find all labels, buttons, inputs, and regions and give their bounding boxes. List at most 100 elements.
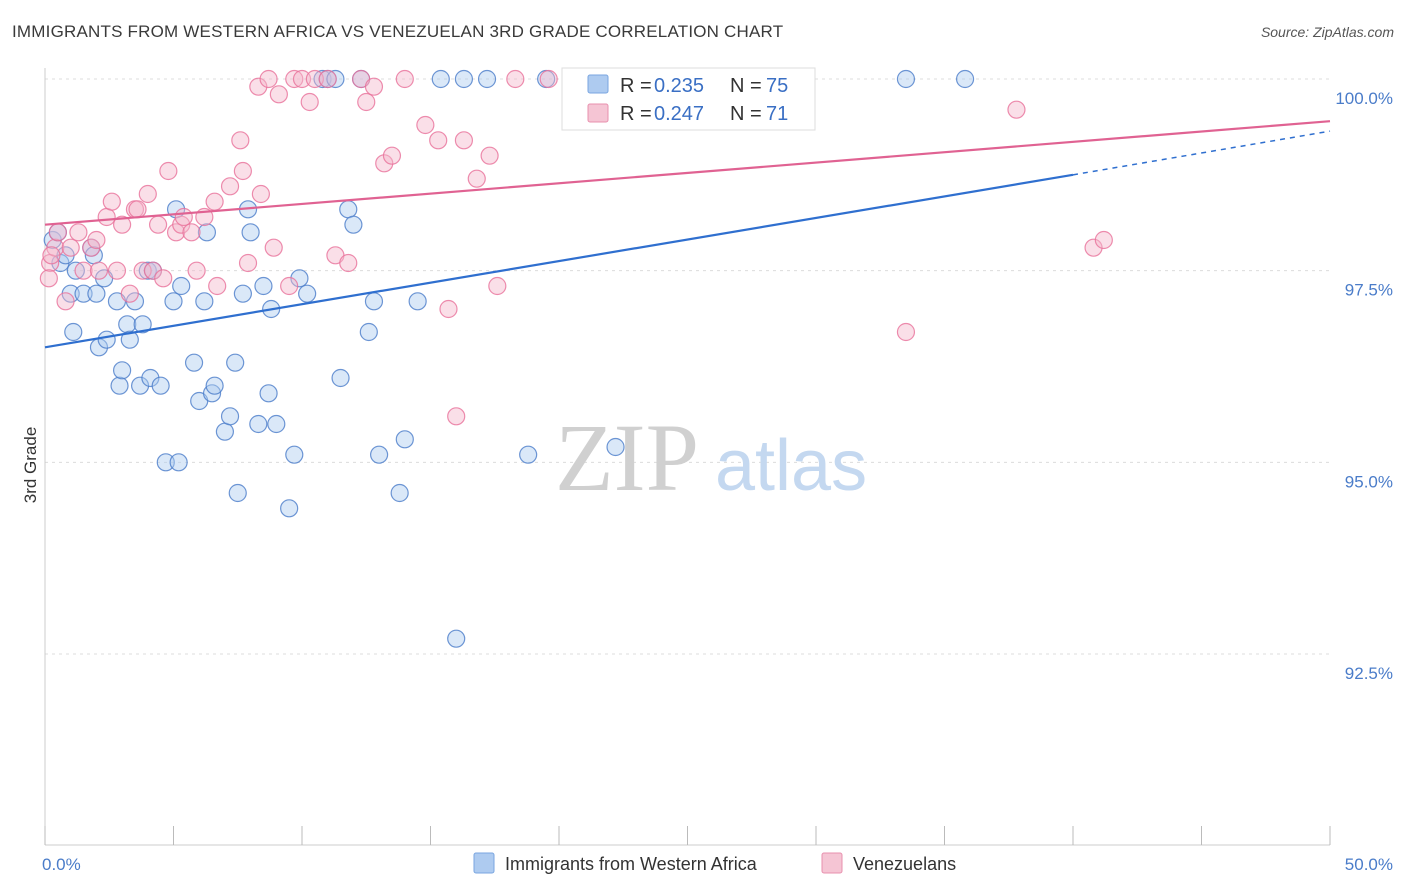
data-point-pink: [133, 261, 152, 280]
data-point-pink: [143, 261, 163, 280]
data-point-pink: [251, 184, 270, 204]
data-point-blue: [118, 315, 137, 334]
data-point-blue: [447, 629, 466, 648]
legend-n-label-pink: N =: [730, 103, 762, 125]
data-point-blue: [97, 330, 116, 349]
legend-r-value-pink: 0.247: [654, 103, 704, 125]
data-point-blue: [112, 361, 132, 380]
data-point-blue: [331, 368, 350, 388]
data-point-pink: [480, 146, 499, 165]
data-point-pink: [447, 407, 466, 426]
data-point-blue: [896, 69, 916, 89]
data-point-pink: [539, 69, 558, 89]
data-point-blue: [74, 284, 93, 303]
legend-r-value-blue: 0.235: [654, 75, 704, 97]
data-point-pink: [56, 292, 75, 311]
data-point-blue: [133, 315, 152, 334]
data-point-pink: [364, 77, 384, 96]
data-point-blue: [195, 292, 214, 311]
data-point-blue: [326, 69, 345, 89]
data-point-pink: [220, 177, 240, 196]
data-point-pink: [48, 223, 67, 242]
data-point-pink: [159, 161, 178, 181]
data-point-blue: [156, 453, 175, 472]
data-point-pink: [318, 69, 337, 89]
chart-title: IMMIGRANTS FROM WESTERN AFRICA VS VENEZU…: [12, 22, 784, 41]
legend-n-value-blue: 75: [766, 75, 788, 97]
data-point-blue: [226, 353, 245, 372]
data-point-pink: [39, 269, 58, 288]
x-tick-label-left: 0.0%: [42, 855, 81, 874]
data-point-pink: [205, 192, 224, 211]
data-point-pink: [187, 261, 206, 280]
data-point-blue: [259, 384, 278, 403]
data-point-pink: [74, 261, 93, 280]
data-point-blue: [184, 353, 204, 372]
data-point-blue: [955, 69, 975, 89]
data-point-blue: [431, 69, 450, 89]
data-point-blue: [66, 261, 85, 280]
trend-line-extension-blue: [1072, 130, 1331, 176]
data-point-pink: [148, 215, 168, 234]
data-point-pink: [112, 215, 132, 234]
data-point-pink: [375, 154, 394, 173]
y-tick-label: 97.5%: [1345, 281, 1393, 300]
data-point-blue: [220, 407, 240, 426]
data-point-pink: [238, 253, 258, 273]
data-point-pink: [285, 69, 304, 89]
data-point-pink: [89, 261, 109, 280]
series-name-pink: Venezuelans: [853, 854, 956, 874]
axes: [44, 68, 1331, 846]
data-point-pink: [395, 69, 414, 89]
legend-swatch-pink: [587, 103, 609, 123]
data-point-pink: [300, 92, 319, 112]
chart-source: Source: ZipAtlas.com: [1260, 24, 1394, 40]
data-point-pink: [357, 92, 376, 112]
series-legend: Immigrants from Western Africa Venezuela…: [473, 852, 956, 874]
trend-line-blue: [44, 173, 1074, 349]
data-point-pink: [382, 146, 402, 165]
data-point-pink: [42, 246, 61, 265]
data-point-blue: [138, 261, 157, 280]
data-point-pink: [182, 223, 201, 242]
data-point-pink: [467, 169, 486, 188]
data-point-pink: [231, 131, 250, 150]
watermark-zip: ZIP: [555, 404, 699, 511]
data-point-pink: [269, 85, 288, 104]
data-point-pink: [61, 238, 80, 257]
data-point-blue: [120, 330, 139, 349]
data-point-blue: [110, 376, 129, 395]
data-point-pink: [506, 69, 525, 89]
data-point-pink: [1007, 100, 1026, 119]
data-point-pink: [138, 184, 157, 204]
x-tick-label-right: 50.0%: [1345, 855, 1393, 874]
data-point-pink: [107, 261, 127, 280]
data-point-pink: [249, 77, 268, 96]
data-point-blue: [477, 69, 497, 89]
data-point-pink: [97, 207, 116, 227]
y-axis-label: 3rd Grade: [21, 427, 40, 504]
data-point-pink: [87, 230, 106, 250]
data-point-blue: [254, 276, 273, 296]
data-point-blue: [233, 284, 252, 303]
data-point-blue: [519, 445, 538, 464]
y-tick-label: 100.0%: [1335, 89, 1393, 108]
watermark-atlas: atlas: [715, 426, 867, 506]
data-point-blue: [87, 284, 106, 303]
data-point-pink: [128, 200, 147, 219]
trend-line-pink: [44, 120, 1331, 226]
trend-lines: [44, 120, 1331, 349]
data-point-pink: [416, 115, 435, 135]
data-point-pink: [174, 207, 193, 227]
data-point-blue: [197, 223, 217, 242]
data-point-blue: [344, 215, 363, 234]
data-point-pink: [429, 131, 448, 150]
data-point-blue: [339, 200, 358, 219]
legend-r-label-blue: R =: [620, 75, 652, 97]
data-point-pink: [208, 276, 227, 296]
legend-swatch-blue: [587, 74, 609, 94]
data-point-blue: [241, 223, 260, 242]
series-swatch-pink: [821, 852, 843, 874]
data-point-blue: [359, 322, 378, 342]
data-point-pink: [339, 253, 358, 273]
